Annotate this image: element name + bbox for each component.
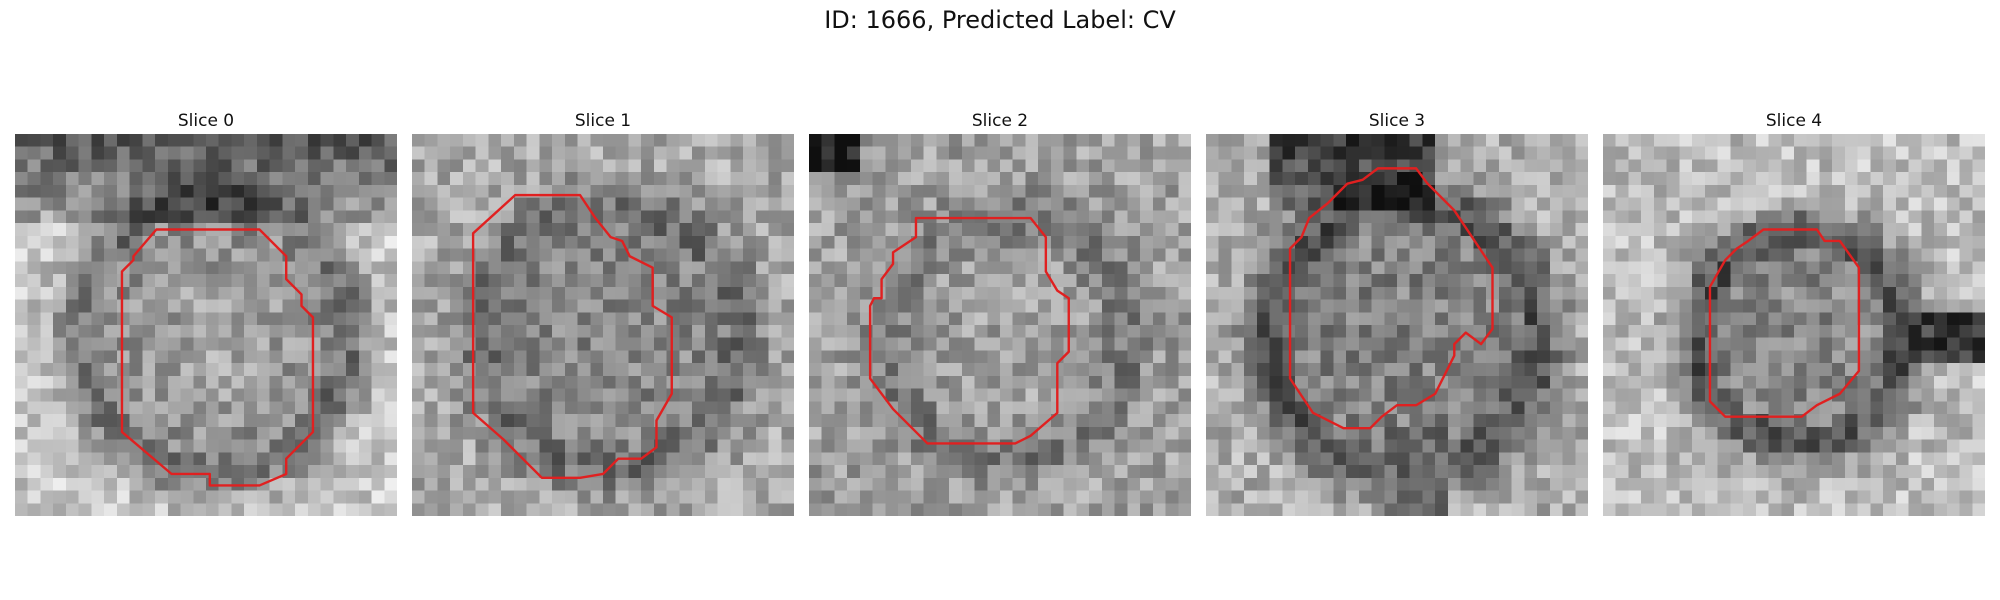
segmentation-contour [1206,134,1588,516]
slice-panel-3: Slice 3 [1206,108,1588,516]
slice-image [1206,134,1588,516]
slice-panel-4: Slice 4 [1603,108,1985,516]
slice-image [412,134,794,516]
slice-title: Slice 1 [574,111,632,131]
slice-title: Slice 2 [971,111,1029,131]
slice-title: Slice 3 [1368,111,1426,131]
segmentation-contour [412,134,794,516]
slice-panel-2: Slice 2 [809,108,1191,516]
figure-title: ID: 1666, Predicted Label: CV [824,6,1176,34]
segmentation-contour [809,134,1191,516]
slice-panel-1: Slice 1 [412,108,794,516]
slice-image [1603,134,1985,516]
slice-title: Slice 4 [1765,111,1823,131]
slice-title: Slice 0 [177,111,235,131]
segmentation-contour [1603,134,1985,516]
slice-image [809,134,1191,516]
slice-panel-0: Slice 0 [15,108,397,516]
slice-image [15,134,397,516]
segmentation-contour [15,134,397,516]
